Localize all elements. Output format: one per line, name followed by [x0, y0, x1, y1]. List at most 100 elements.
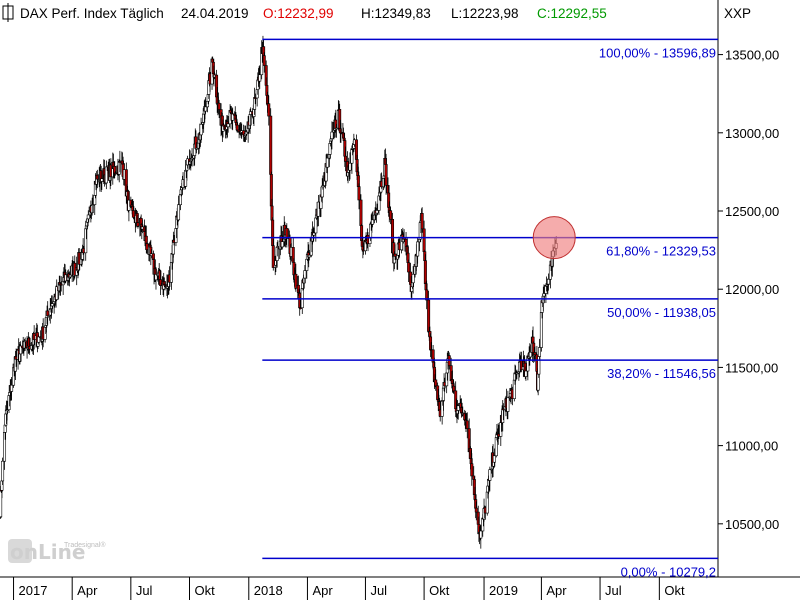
symbol-label: XXP	[724, 6, 751, 21]
x-tick-label: Apr	[546, 583, 567, 598]
fib-level-label: 50,00% - 11938,05	[607, 305, 716, 320]
candle-body	[515, 372, 519, 375]
logo-badge	[8, 539, 32, 563]
candle-body	[267, 103, 271, 117]
x-tick-label: Apr	[77, 583, 98, 598]
candle-body	[10, 384, 14, 392]
candle-body	[235, 124, 239, 131]
high-value: H:12349,83	[361, 6, 431, 21]
candle-body	[314, 217, 318, 234]
close-value: C:12292,55	[537, 6, 607, 21]
candle-body	[226, 123, 230, 128]
candle-body	[91, 204, 95, 206]
candle-body	[492, 455, 496, 463]
candle-body	[422, 228, 426, 253]
candle-body	[104, 166, 108, 184]
candle-body	[334, 127, 338, 130]
chart-date: 24.04.2019	[181, 6, 249, 21]
candle-body	[330, 131, 334, 139]
candle-body	[407, 262, 411, 273]
candle-body	[546, 278, 550, 285]
candle-body	[423, 260, 427, 284]
candle-body	[269, 115, 273, 175]
candle-body	[271, 245, 275, 268]
candle-body	[479, 530, 483, 539]
highlight-marker	[532, 216, 576, 260]
candle-body	[262, 55, 266, 66]
candle-body	[465, 420, 469, 429]
candle-body	[298, 307, 302, 309]
candle-body	[190, 157, 194, 160]
fibonacci-retracement: 100,00% - 13596,89 61,80% - 12329,53 50,00…	[262, 38, 718, 579]
fib-level-label: 100,00% - 13596,89	[599, 45, 716, 60]
candle-body	[325, 157, 329, 168]
highlight-circle	[532, 216, 576, 260]
candle-body	[542, 293, 546, 297]
chart-header: DAX Perf. Index Täglich 24.04.2019 O:122…	[2, 3, 751, 22]
y-axis: 10500,00 11000,00 11500,00 12000,00 12500,00…	[718, 48, 779, 532]
candle-body	[5, 409, 9, 411]
candle-body	[294, 273, 298, 289]
candle-body	[359, 199, 363, 226]
x-tick-label: Okt	[429, 583, 450, 598]
candle-body	[348, 162, 352, 171]
candle-body	[307, 254, 311, 258]
y-tick-label: 12000,00	[725, 282, 779, 297]
candle-body	[305, 258, 309, 271]
open-value: O:12232,99	[263, 6, 334, 21]
fib-level-label: 0,00% - 10279,2	[621, 564, 716, 579]
candle-body	[300, 288, 304, 309]
y-tick-label: 12500,00	[725, 204, 779, 219]
x-tick-label: 2019	[489, 583, 518, 598]
candle-body	[244, 131, 248, 135]
low-value: L:12223,98	[451, 6, 519, 21]
candle-body	[55, 286, 59, 300]
candle-body	[217, 102, 221, 110]
candle-body	[145, 243, 149, 251]
candle-body	[316, 201, 320, 217]
candle-body	[537, 347, 541, 357]
candle-body	[411, 273, 415, 284]
candle-body	[1, 460, 5, 482]
candle-body	[154, 274, 158, 281]
fib-level-label: 61,80% - 12329,53	[606, 244, 716, 259]
candle-body	[456, 405, 460, 411]
candle-body	[86, 214, 90, 220]
candle-body	[375, 210, 379, 214]
candle-body	[204, 106, 208, 112]
x-tick-label: Okt	[194, 583, 215, 598]
logo-brand: onLine	[10, 540, 85, 564]
logo-sub: Tradesignal®	[64, 541, 106, 549]
candle-body	[195, 147, 199, 150]
candle-body	[37, 336, 41, 343]
x-tick-label: Jul	[136, 583, 153, 598]
x-axis: 2017 Apr Jul Okt 2018 Apr Jul Okt 2019 Apr Jul Okt	[13, 577, 685, 600]
candle-body	[177, 204, 181, 221]
candle-body	[158, 279, 162, 286]
candle-body	[50, 303, 54, 307]
y-tick-label: 11000,00	[725, 439, 778, 454]
candle-body	[258, 74, 262, 82]
candle-body	[533, 352, 537, 356]
y-tick-label: 11500,00	[725, 360, 778, 375]
x-tick-label: Jul	[370, 583, 387, 598]
candle-body	[199, 123, 203, 136]
candle-body	[303, 270, 307, 279]
y-tick-label: 10500,00	[725, 517, 779, 532]
candle-body	[488, 469, 492, 481]
x-tick-label: 2017	[19, 583, 48, 598]
candle-body	[420, 213, 424, 230]
candle-body	[19, 345, 23, 355]
candle-body	[321, 185, 325, 188]
candle-body	[434, 379, 438, 387]
candle-body	[452, 385, 456, 392]
candle-body	[416, 241, 420, 257]
y-tick-label: 13000,00	[725, 126, 779, 141]
candle-body	[425, 289, 429, 301]
candle-body	[384, 164, 388, 186]
candle-body	[100, 178, 104, 182]
candle-body	[427, 299, 431, 332]
x-tick-label: Apr	[312, 583, 333, 598]
candle-body	[280, 241, 284, 248]
